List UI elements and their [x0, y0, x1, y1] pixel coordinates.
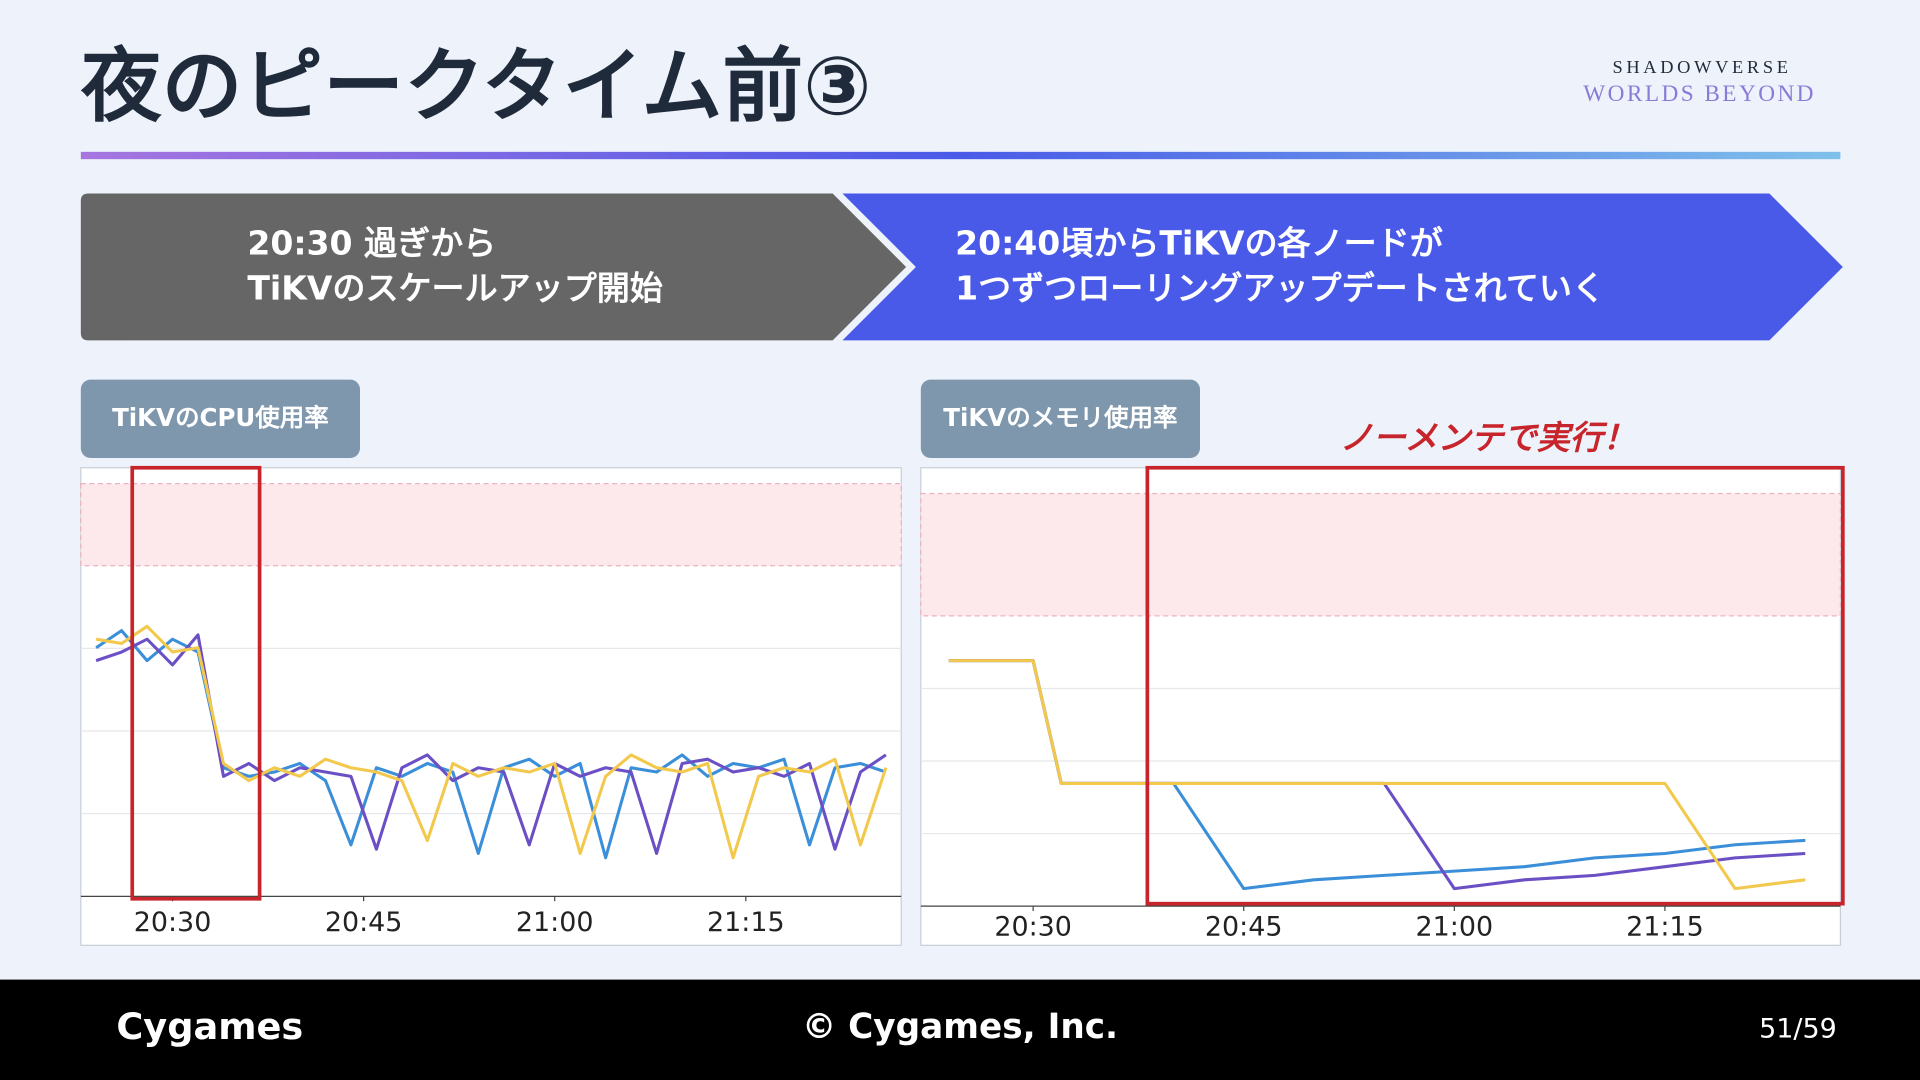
- title-rule: [80, 151, 1841, 160]
- logo-line: SHADOWVERSE: [1612, 57, 1791, 77]
- step-text: 20:40頃からTiKVの各ノードが: [955, 223, 1443, 262]
- step-text: 1つずつローリングアップデートされていく: [955, 269, 1605, 308]
- step-arrow: [80, 193, 907, 341]
- series-line: [948, 659, 1806, 891]
- step-arrow: [842, 193, 1843, 341]
- footer-copyright: © Cygames, Inc.: [802, 1007, 1118, 1047]
- x-tick-label: 21:15: [1626, 912, 1704, 943]
- series-line: [95, 624, 888, 860]
- highlight-box: [1145, 465, 1845, 906]
- footer-bar: [0, 979, 1920, 1080]
- x-tick-label: 21:00: [1416, 912, 1494, 943]
- chart-label-box: [80, 379, 360, 458]
- x-tick-label: 21:15: [707, 907, 785, 938]
- chart-title: TiKVのメモリ使用率: [943, 403, 1177, 432]
- chart-label-box: [920, 379, 1200, 458]
- threshold-band: [920, 492, 1842, 617]
- logo-line: WORLDS BEYOND: [1583, 81, 1816, 107]
- threshold-band: [80, 483, 902, 567]
- series-line: [95, 633, 887, 855]
- chart-title: TiKVのCPU使用率: [112, 403, 329, 432]
- page-number: 51/59: [1759, 1013, 1837, 1044]
- step-text: TiKVのスケールアップ開始: [247, 269, 663, 308]
- x-tick-label: 20:45: [325, 907, 403, 938]
- x-tick-label: 20:30: [134, 907, 212, 938]
- annotation: ノーメンテで実行！: [1340, 418, 1636, 457]
- x-tick-label: 20:45: [1205, 912, 1283, 943]
- x-tick-label: 20:30: [994, 912, 1072, 943]
- highlight-box: [130, 465, 262, 901]
- footer-brand: Cygames: [116, 1005, 303, 1048]
- step-text: 20:30 過ぎから: [247, 223, 496, 262]
- slide-title: 夜のピークタイム前③: [80, 40, 872, 134]
- x-tick-label: 21:00: [516, 907, 594, 938]
- charts: 20:30 20:45 21:00 21:15 20:30 20:45 21:00 21:15: [80, 465, 1845, 946]
